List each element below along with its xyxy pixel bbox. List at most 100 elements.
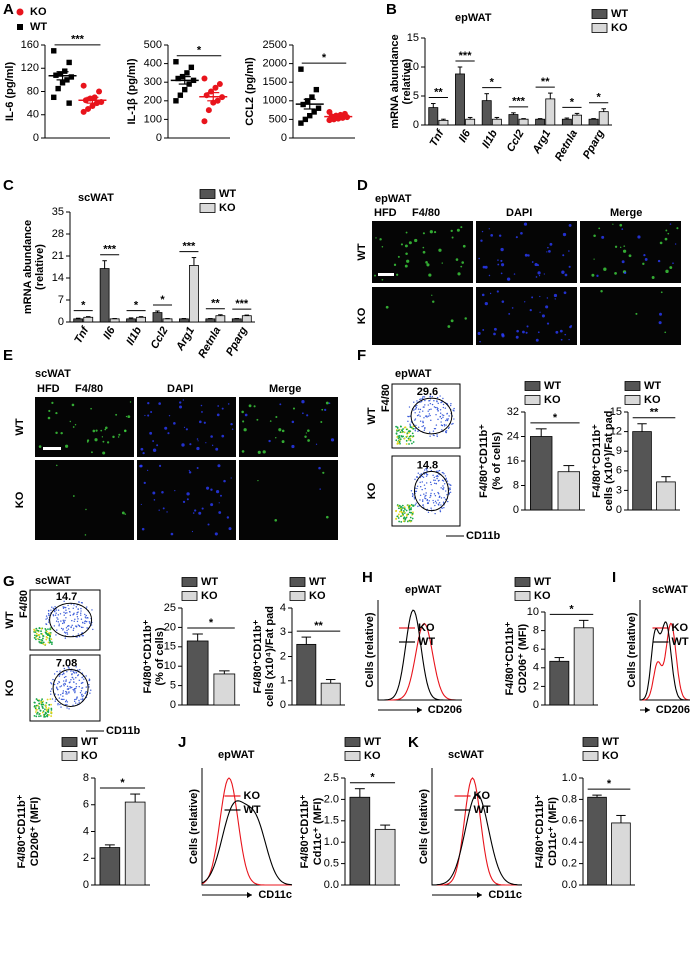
- fluorescence-spot: [191, 530, 194, 533]
- histogram-curve: [378, 622, 462, 701]
- fluorescence-spot: [644, 258, 648, 261]
- flow-event: [57, 621, 60, 623]
- bar: [152, 312, 163, 323]
- flow-event: [63, 600, 65, 603]
- flow-event: [66, 685, 69, 688]
- flow-event: [41, 711, 44, 714]
- data-point: [173, 59, 179, 65]
- flow-event: [79, 691, 82, 694]
- fluorescence-spot: [56, 464, 58, 467]
- fluorescence-spot: [524, 253, 528, 257]
- flow-event: [427, 415, 430, 417]
- flow-event: [48, 610, 50, 612]
- fluorescence-spot: [84, 534, 87, 536]
- x-axis-label: CD206: [428, 704, 462, 716]
- flow-event: [64, 612, 67, 614]
- fluorescence-spot: [591, 273, 595, 277]
- flow-event: [423, 396, 426, 398]
- data-point: [55, 85, 61, 92]
- flow-event: [59, 694, 62, 696]
- fluorescence-spot: [60, 431, 63, 435]
- fluorescence-spot: [500, 247, 504, 252]
- fluorescence-spot: [523, 222, 528, 226]
- fluorescence-spot: [278, 428, 282, 432]
- fluorescence-spot: [431, 294, 433, 296]
- flow-event: [48, 637, 51, 640]
- flow-event: [35, 638, 37, 641]
- flow-event: [66, 612, 68, 614]
- micrograph: [137, 397, 236, 457]
- fluorescence-spot: [620, 246, 622, 248]
- fluorescence-spot: [450, 319, 454, 323]
- fluorescence-spot: [86, 439, 90, 442]
- flow-event: [62, 683, 65, 685]
- y-tick-label: 3: [280, 626, 286, 638]
- fluorescence-spot: [196, 466, 199, 469]
- flow-event: [40, 701, 42, 703]
- fluorescence-spot: [433, 230, 437, 234]
- row-label: KO: [356, 307, 368, 324]
- fluorescence-spot: [432, 300, 435, 303]
- bar: [572, 114, 582, 126]
- bar: [213, 673, 236, 706]
- flow-event: [429, 481, 432, 484]
- flow-event: [55, 634, 57, 636]
- fluorescence-spot: [478, 257, 481, 260]
- bar: [374, 828, 396, 886]
- fluorescence-spot: [541, 314, 545, 318]
- fluorescence-spot: [524, 301, 526, 303]
- y-tick-label: 300: [144, 76, 162, 88]
- data-point: [307, 112, 313, 119]
- fluorescence-spot: [218, 502, 220, 504]
- significance-label: *: [209, 617, 214, 629]
- fluorescence-spot: [560, 338, 563, 341]
- flow-event: [411, 492, 414, 495]
- bar: [126, 318, 136, 323]
- fluorescence-spot: [659, 241, 663, 245]
- flow-event: [442, 414, 445, 417]
- histogram-curve: [378, 609, 462, 701]
- flow-event: [439, 395, 441, 397]
- flow-event: [398, 441, 401, 443]
- fluorescence-spot: [129, 401, 132, 403]
- flow-event: [403, 506, 406, 509]
- column-label: F4/80: [75, 383, 103, 395]
- flow-event: [54, 693, 56, 695]
- fluorescence-spot: [451, 236, 454, 239]
- fluorescence-spot: [546, 297, 549, 299]
- flow-event: [49, 698, 52, 701]
- flow-event: [414, 428, 417, 430]
- fluorescence-spot: [324, 408, 327, 411]
- treatment-label: HFD: [374, 207, 397, 219]
- flow-event: [437, 480, 440, 482]
- flow-event: [60, 627, 63, 630]
- data-point: [89, 103, 96, 110]
- x-tick-label: Il6: [457, 127, 474, 144]
- flow-event: [78, 679, 81, 681]
- flow-event: [421, 481, 423, 483]
- x-tick-label: Retnla: [196, 325, 223, 360]
- fluorescence-spot: [477, 331, 481, 336]
- flow-event: [80, 601, 83, 604]
- flow-event: [52, 614, 54, 616]
- fluorescence-spot: [397, 255, 400, 258]
- flow-event: [59, 686, 61, 688]
- y-tick-label: 9: [616, 445, 622, 457]
- y-tick-label: 1000: [263, 95, 287, 107]
- bar: [491, 118, 502, 126]
- flow-event: [66, 625, 69, 627]
- data-point: [302, 116, 309, 123]
- panel-title: epWAT: [375, 193, 412, 205]
- flow-event: [427, 404, 429, 406]
- flow-event: [413, 409, 415, 411]
- flow-event: [447, 500, 449, 503]
- fluorescence-spot: [161, 490, 164, 494]
- flow-event: [450, 403, 452, 405]
- flow-event: [35, 715, 38, 718]
- flow-event: [73, 688, 76, 690]
- flow-event: [75, 606, 78, 608]
- fluorescence-spot: [243, 428, 247, 432]
- flow-event: [44, 627, 47, 630]
- legend-swatch: [582, 751, 599, 761]
- flow-event: [36, 708, 38, 711]
